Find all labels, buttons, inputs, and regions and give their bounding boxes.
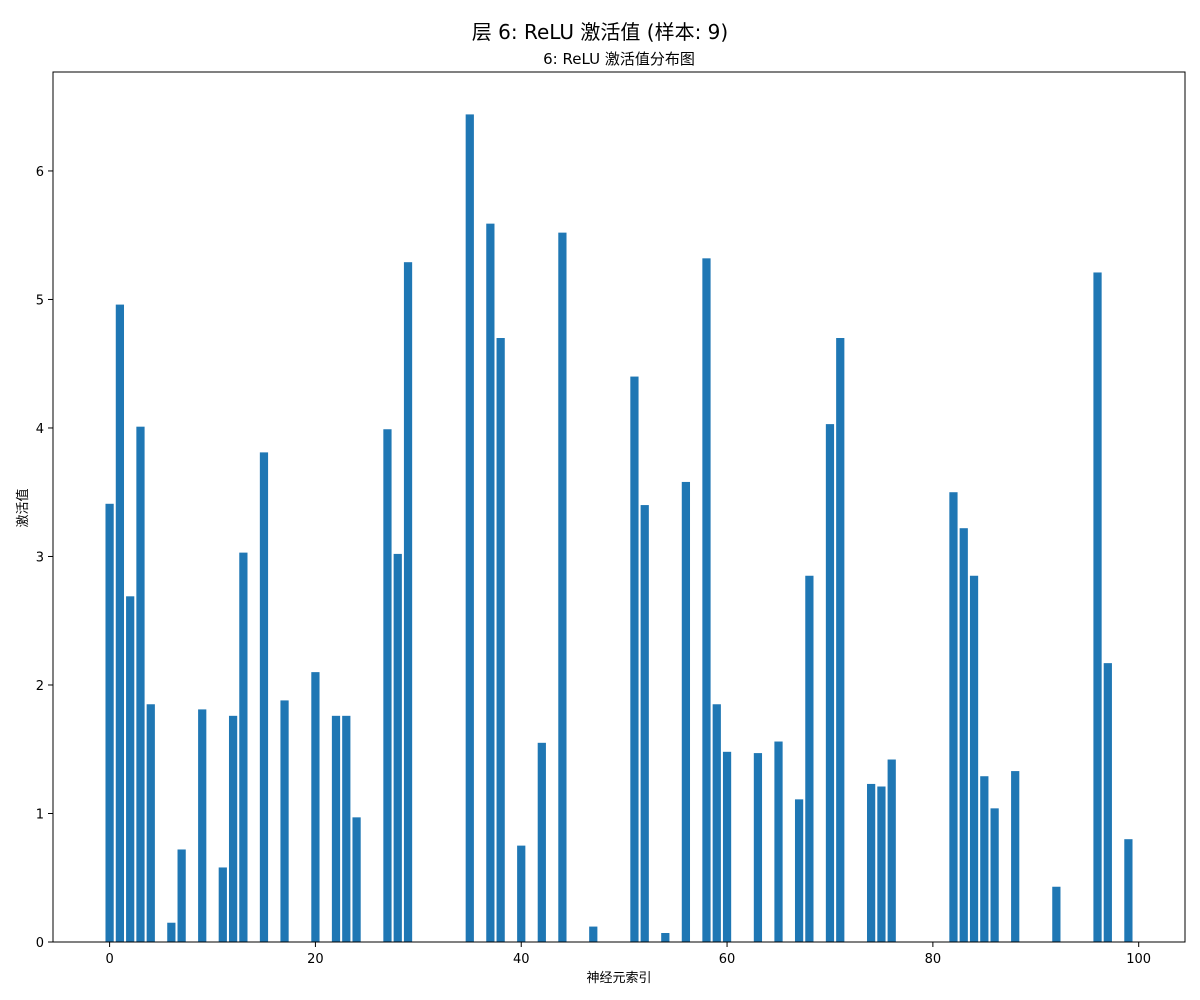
bar-neuron-71: [836, 338, 845, 942]
bar-series: [105, 114, 1133, 943]
y-tick-label: 1: [36, 807, 44, 822]
bar-neuron-58: [702, 258, 711, 942]
x-tick-label: 20: [307, 952, 324, 967]
x-tick-label: 100: [1126, 952, 1151, 967]
bar-neuron-63: [753, 753, 763, 942]
bar-neuron-96: [1093, 272, 1102, 943]
bar-neuron-40: [517, 845, 526, 942]
bar-neuron-24: [352, 817, 361, 942]
bar-neuron-47: [589, 926, 598, 942]
bar-neuron-9: [198, 709, 207, 942]
bar-neuron-65: [774, 741, 783, 942]
bar-neuron-75: [877, 786, 886, 942]
bar-neuron-12: [228, 715, 238, 942]
bar-neuron-0: [105, 503, 114, 942]
bar-neuron-85: [980, 776, 989, 942]
y-axis-title: 激活值: [15, 488, 31, 527]
x-axis-title: 神经元索引: [586, 971, 651, 986]
bar-neuron-27: [383, 429, 392, 943]
bar-neuron-28: [393, 553, 402, 942]
bar-neuron-29: [403, 262, 413, 942]
bar-neuron-23: [342, 715, 351, 942]
bar-neuron-68: [805, 575, 814, 942]
x-tick-label: 80: [925, 952, 942, 967]
bar-neuron-88: [1011, 771, 1020, 942]
bar-neuron-83: [959, 528, 968, 942]
bar-neuron-76: [887, 759, 896, 942]
bar-neuron-1: [115, 304, 125, 942]
y-tick-label: 0: [36, 936, 44, 951]
bar-neuron-38: [496, 338, 505, 942]
bar-neuron-86: [990, 808, 999, 942]
x-tick-label: 40: [513, 952, 530, 967]
bar-neuron-17: [280, 700, 289, 942]
bar-neuron-60: [722, 751, 732, 942]
x-tick-label: 60: [719, 952, 736, 967]
bar-neuron-74: [867, 783, 876, 942]
bar-neuron-52: [640, 505, 649, 942]
bar-neuron-82: [949, 492, 958, 942]
bar-neuron-15: [259, 452, 269, 942]
bar-neuron-56: [681, 481, 691, 942]
x-tick-label: 0: [105, 952, 113, 967]
plot-title: 6: ReLU 激活值分布图: [543, 50, 695, 68]
x-axis-ticks: 0 20 40 60 80 100: [105, 942, 1151, 967]
bar-neuron-84: [969, 575, 979, 942]
bar-neuron-92: [1052, 886, 1061, 942]
plot-frame: [52, 71, 1186, 943]
bar-neuron-20: [311, 672, 320, 942]
bar-neuron-37: [486, 223, 495, 942]
y-tick-label: 2: [36, 679, 44, 694]
bar-neuron-97: [1103, 663, 1112, 942]
y-tick-label: 6: [36, 165, 44, 180]
bar-neuron-4: [146, 704, 155, 942]
y-tick-label: 5: [36, 293, 44, 308]
bar-neuron-35: [465, 114, 474, 942]
bar-neuron-51: [630, 376, 639, 943]
bar-neuron-42: [537, 742, 546, 942]
bar-neuron-22: [331, 715, 341, 942]
bar-neuron-44: [558, 232, 567, 943]
bar-neuron-13: [239, 552, 248, 942]
bar-neuron-67: [794, 799, 804, 942]
bar-neuron-99: [1124, 839, 1133, 942]
bar-neuron-3: [136, 426, 145, 942]
bar-neuron-7: [177, 849, 186, 942]
bar-neuron-6: [167, 922, 176, 942]
bar-neuron-54: [661, 933, 670, 942]
y-tick-label: 4: [36, 422, 44, 437]
bar-neuron-11: [218, 867, 227, 942]
bar-neuron-2: [126, 596, 135, 942]
figure-suptitle: 层 6: ReLU 激活值 (样本: 9): [471, 20, 729, 44]
y-tick-label: 3: [36, 550, 44, 565]
bar-neuron-70: [825, 424, 835, 942]
y-axis-ticks: 0 1 2 3 4 5 6: [36, 165, 53, 951]
bar-neuron-59: [712, 704, 721, 942]
